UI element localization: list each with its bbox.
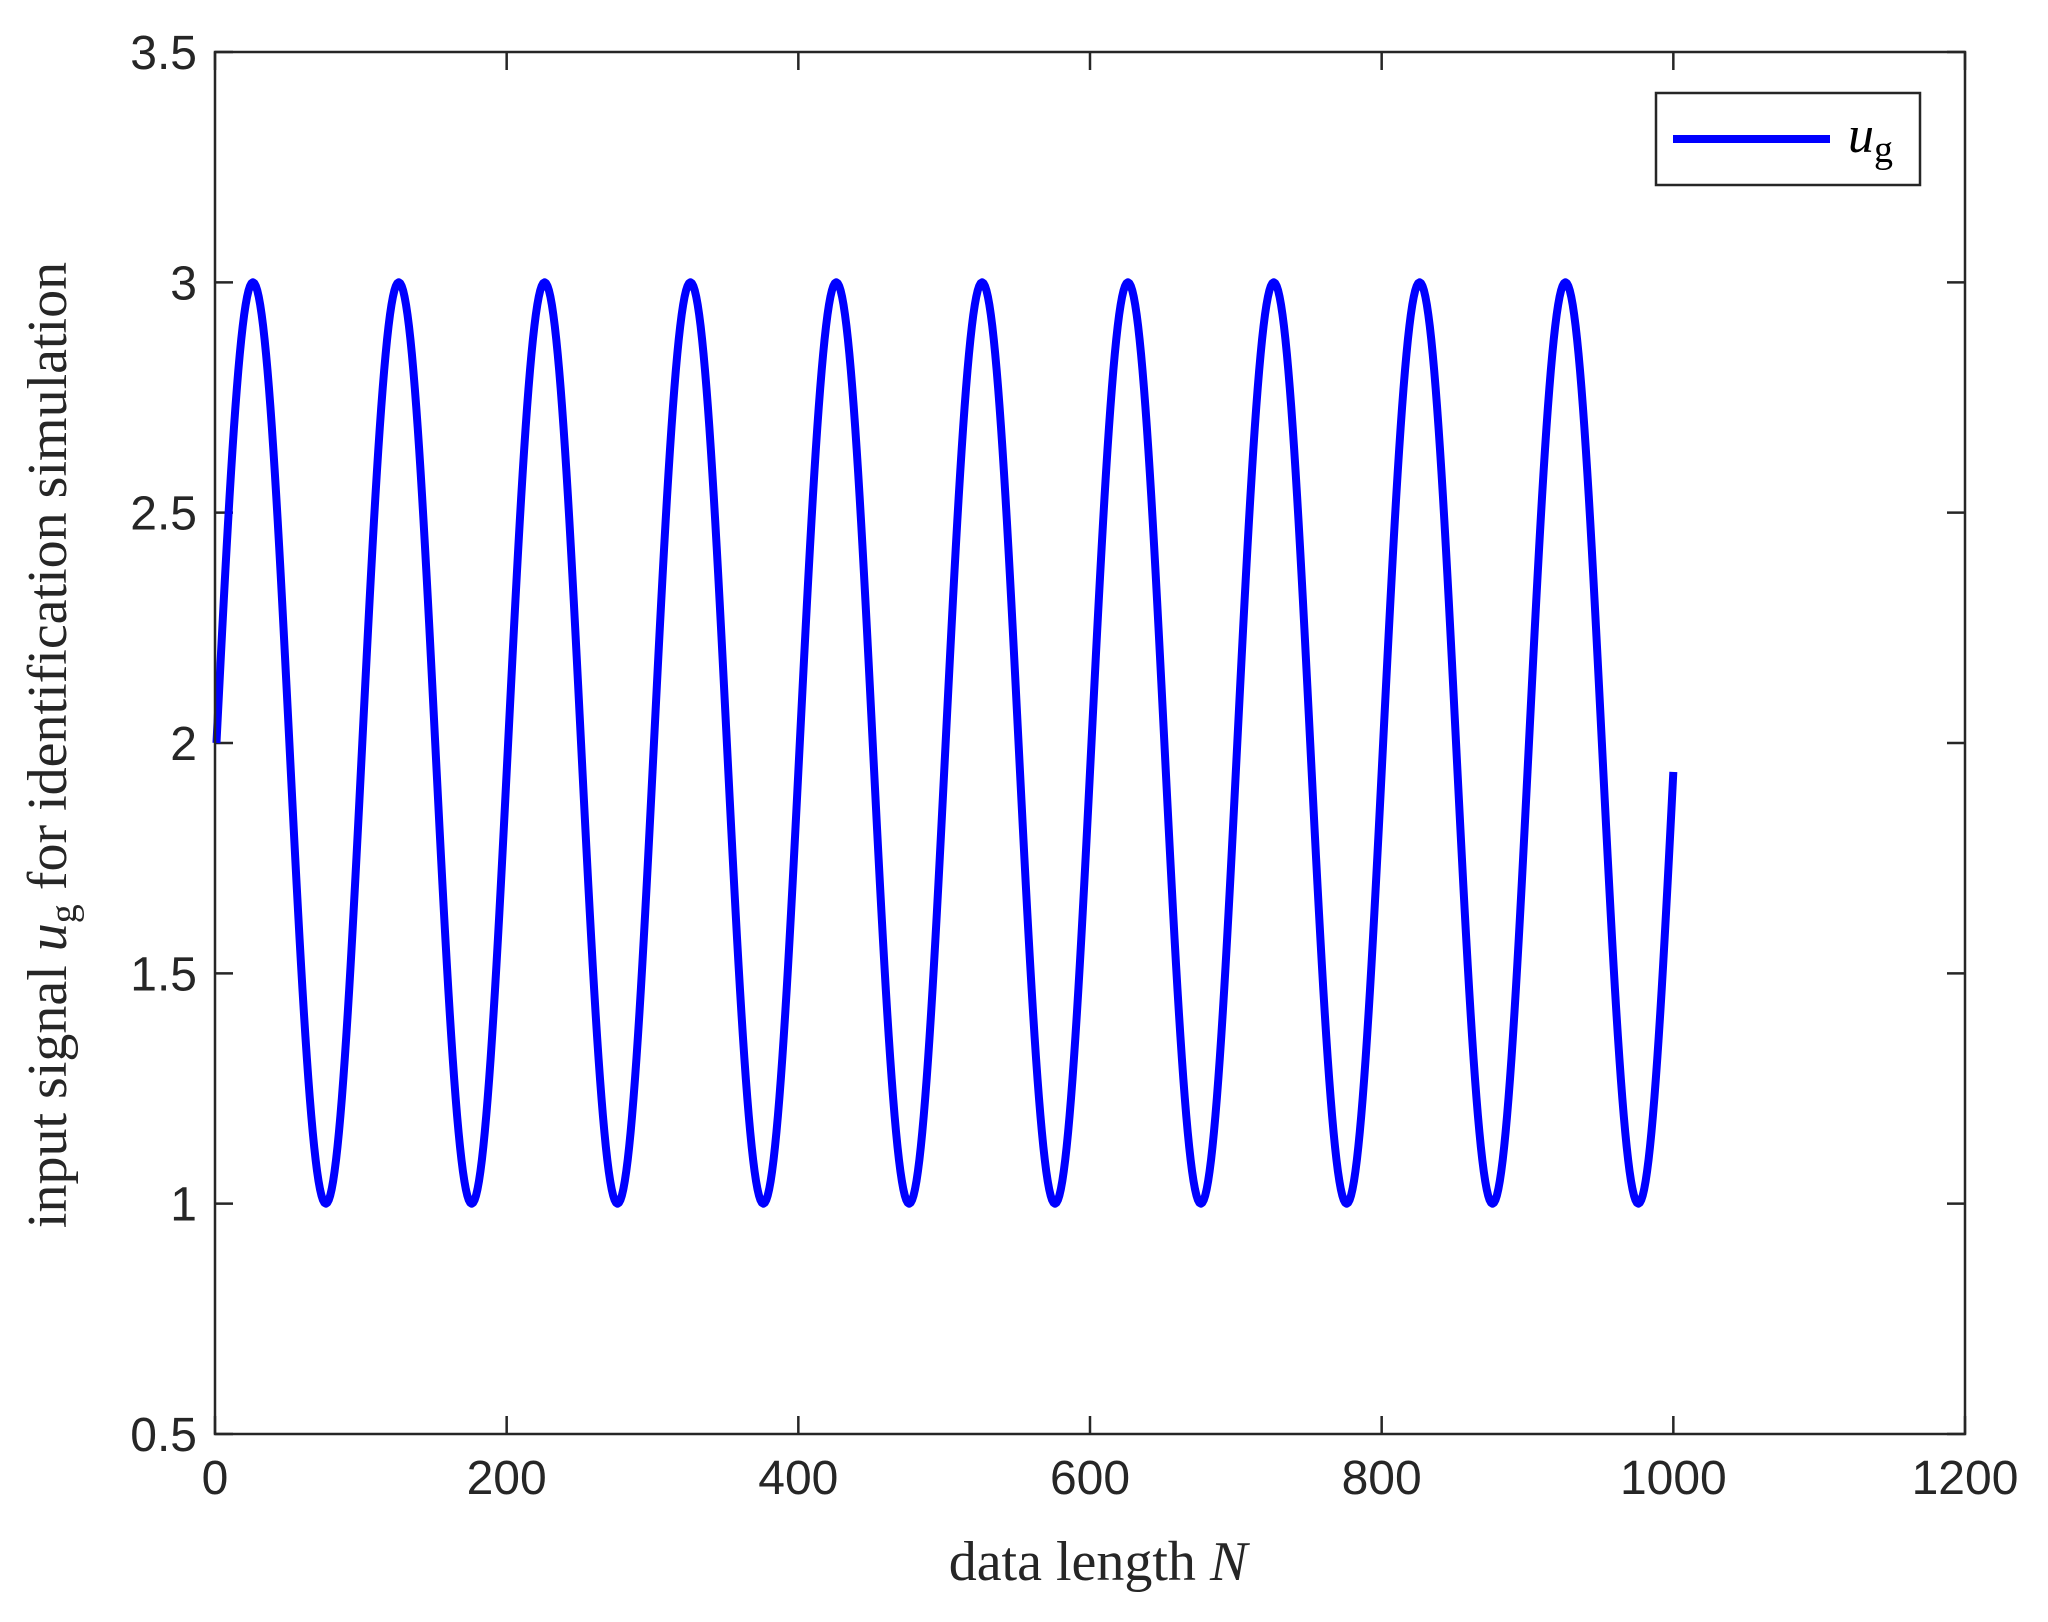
x-axis-label: data length N xyxy=(949,1531,1250,1593)
y-tick-label: 0.5 xyxy=(130,1409,197,1462)
plot-frame xyxy=(213,50,1967,1436)
y-tick-label: 3.5 xyxy=(130,27,197,80)
x-tick-label: 1000 xyxy=(1620,1452,1727,1505)
x-tick-label: 200 xyxy=(467,1452,547,1505)
x-tick-label: 800 xyxy=(1342,1452,1422,1505)
legend: ug xyxy=(1654,91,1922,187)
x-tick-label: 1200 xyxy=(1912,1452,2019,1505)
y-tick-labels: 0.5 1 1.5 2 2.5 3 3.5 xyxy=(130,27,197,1462)
y-axis-label: input signal ug for identification simul… xyxy=(17,262,85,1228)
x-tick-label: 600 xyxy=(1050,1452,1130,1505)
x-tick-label: 0 xyxy=(202,1452,229,1505)
x-tick-labels: 0 200 400 600 800 1000 1200 xyxy=(202,1452,2019,1505)
x-tick-label: 400 xyxy=(758,1452,838,1505)
y-tick-label: 1.5 xyxy=(130,948,197,1001)
y-tick-label: 2 xyxy=(170,718,197,771)
legend-label: ug xyxy=(1848,107,1893,171)
y-tick-label: 3 xyxy=(170,257,197,310)
series-line-ug xyxy=(212,278,1678,1208)
y-tick-label: 2.5 xyxy=(130,488,197,541)
y-tick-label: 1 xyxy=(170,1179,197,1232)
